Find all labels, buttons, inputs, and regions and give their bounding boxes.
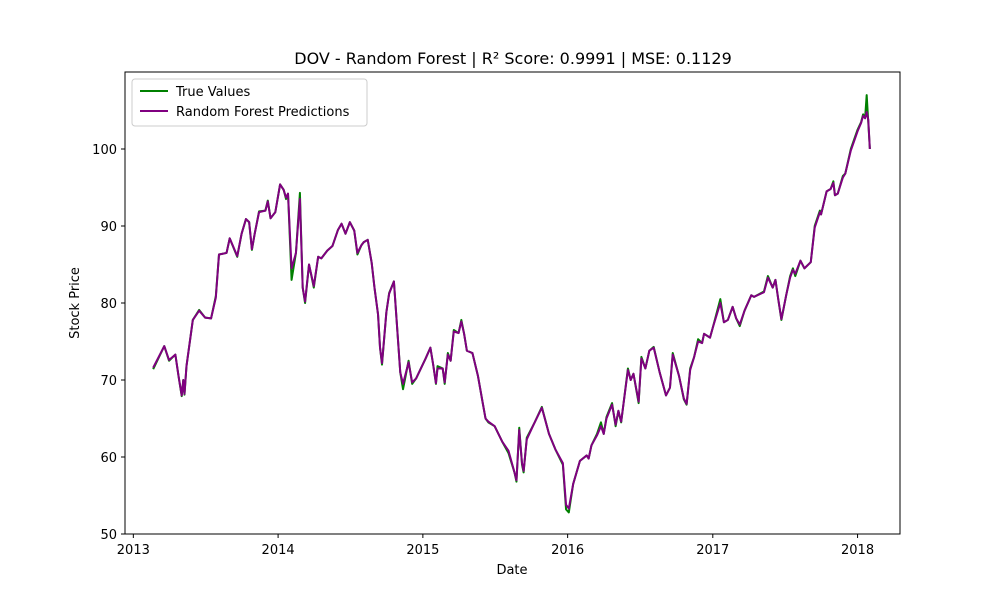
y-tick-label: 50 [100, 528, 117, 543]
legend: True Values Random Forest Predictions [131, 78, 368, 127]
series-layer [152, 94, 871, 514]
y-tick-label: 90 [100, 220, 117, 235]
legend-predictions-label: Random Forest Predictions [176, 105, 350, 120]
legend-box [131, 78, 368, 127]
x-axis: 2013 2014 2015 2016 2017 2018 [117, 534, 874, 558]
x-tick-label: 2013 [117, 543, 150, 558]
legend-true-values-label: True Values [175, 85, 250, 100]
y-tick-label: 60 [100, 451, 117, 466]
y-tick-label: 80 [100, 297, 117, 312]
x-tick-label: 2017 [696, 543, 729, 558]
x-tick-label: 2014 [262, 543, 295, 558]
x-tick-label: 2015 [406, 543, 439, 558]
series-predictions-line [152, 111, 871, 510]
y-axis-label: Stock Price [68, 267, 83, 339]
x-axis-label: Date [496, 563, 527, 578]
chart-title: DOV - Random Forest | R² Score: 0.9991 |… [294, 49, 732, 68]
y-tick-label: 70 [100, 374, 117, 389]
y-axis: 50 60 70 80 90 100 [92, 143, 125, 543]
x-tick-label: 2018 [841, 543, 874, 558]
x-tick-label: 2016 [551, 543, 584, 558]
y-tick-label: 100 [92, 143, 117, 158]
